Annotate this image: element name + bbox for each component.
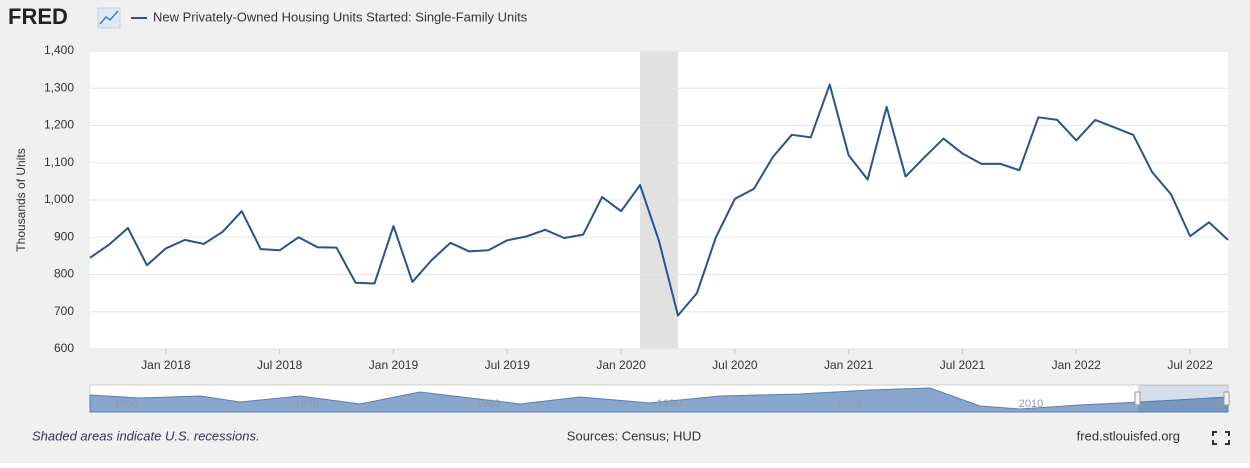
y-tick-label: 1,300 (44, 80, 74, 94)
x-tick-label: Jan 2020 (596, 358, 646, 372)
navigator: 1960 1970 1980 1990 2000 2010 2020 (89, 384, 1230, 413)
logo-icon (97, 7, 121, 29)
navigator-label: 2000 (838, 398, 862, 410)
x-tick-label: Jul 2019 (485, 358, 531, 372)
y-tick-label: 1,400 (44, 43, 74, 57)
nav-handle[interactable] (1134, 391, 1141, 406)
navigator-label: 1960 (114, 398, 138, 410)
x-tick-label: Jan 2022 (1052, 358, 1102, 372)
y-axis-label: Thousands of Units (14, 148, 28, 251)
legend-label: New Privately-Owned Housing Units Starte… (153, 9, 528, 24)
series-line (89, 83, 1229, 317)
navigator-label: 2010 (1019, 398, 1043, 410)
y-tick-label: 600 (54, 341, 74, 355)
x-tick-label: Jan 2018 (141, 358, 191, 372)
y-tick-label: 1,000 (44, 192, 74, 206)
sources: Sources: Census; HUD (567, 428, 701, 443)
x-tick-label: Jul 2020 (712, 358, 758, 372)
logo: FRED (8, 4, 68, 29)
y-tick-label: 900 (54, 229, 74, 243)
y-tick-label: 1,200 (44, 118, 74, 132)
site: fred.stlouisfed.org (1077, 428, 1180, 443)
navigator-label: 1970 (295, 398, 319, 410)
y-tick-label: 800 (54, 267, 74, 281)
x-tick-label: Jul 2022 (1167, 358, 1213, 372)
nav-handle[interactable] (1223, 391, 1230, 406)
x-tick-label: Jan 2021 (824, 358, 874, 372)
recession-note: Shaded areas indicate U.S. recessions. (32, 428, 260, 443)
x-tick-label: Jan 2019 (369, 358, 419, 372)
navigator-label: 1990 (657, 398, 681, 410)
x-tick-label: Jul 2018 (257, 358, 303, 372)
y-tick-label: 1,100 (44, 155, 74, 169)
navigator-label: 2020 (1200, 398, 1224, 410)
navigator-label: 1980 (476, 398, 500, 410)
fullscreen-icon[interactable] (1212, 431, 1230, 445)
y-tick-label: 700 (54, 304, 74, 318)
x-tick-label: Jul 2021 (940, 358, 986, 372)
